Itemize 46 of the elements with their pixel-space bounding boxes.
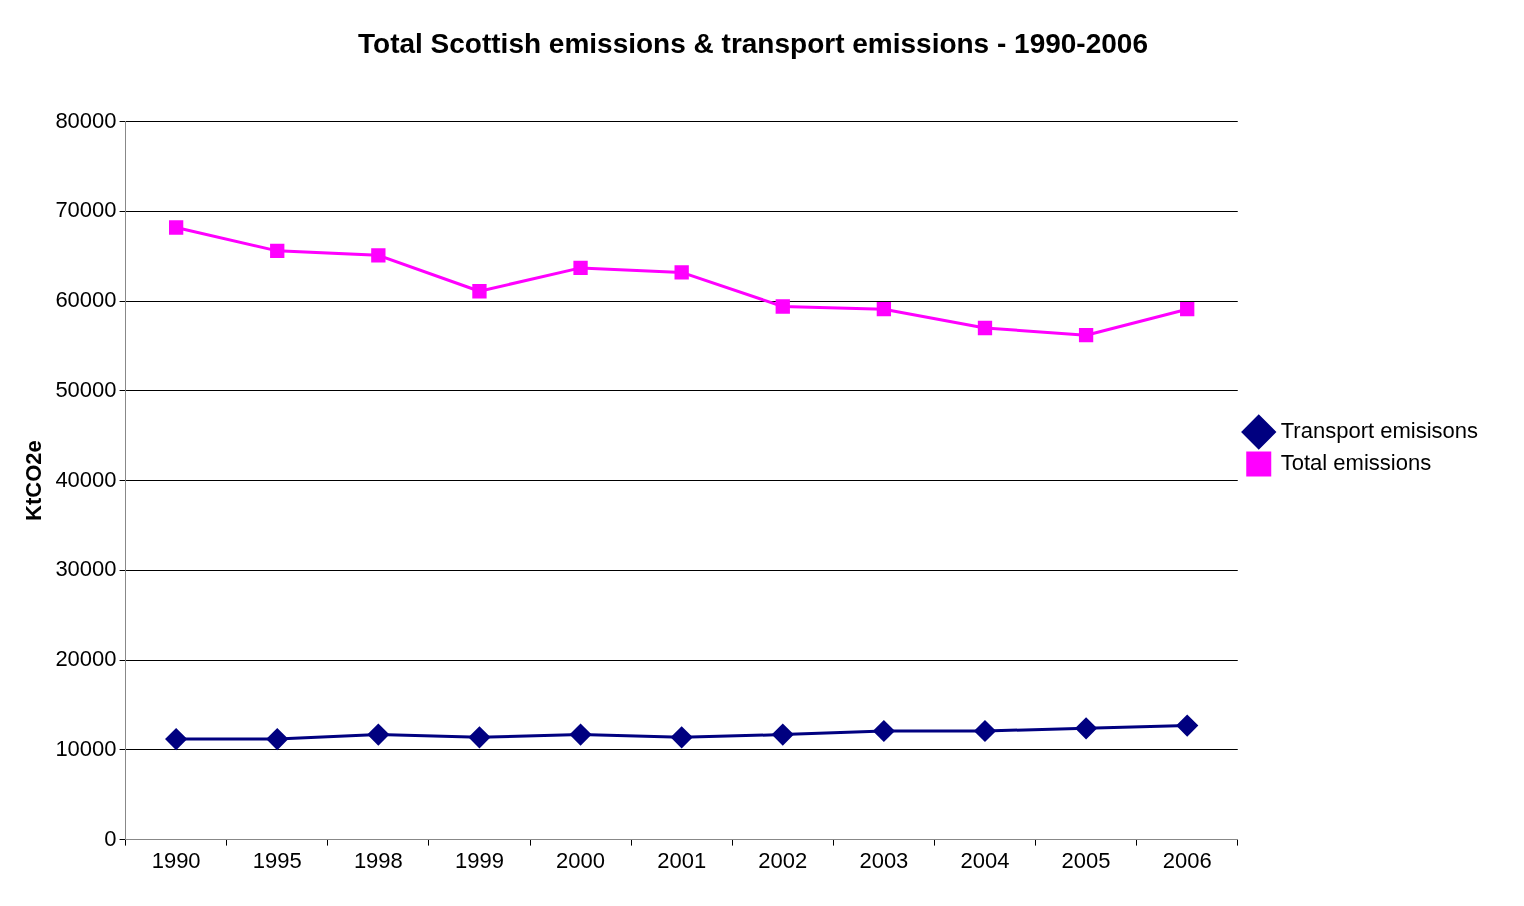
point	[1176, 715, 1198, 737]
x-tick-label: 2004	[960, 847, 1010, 873]
y-axis-title: KtCO2e	[21, 440, 47, 521]
x-tick-label: 2001	[657, 847, 707, 873]
y-tick-label: 30000	[55, 556, 117, 582]
legend-label: Transport emisisons	[1280, 418, 1478, 444]
point	[371, 248, 386, 263]
y-tick-label: 80000	[55, 107, 117, 133]
point	[873, 720, 895, 742]
y-tick-label: 70000	[55, 197, 117, 223]
chart-title: Total Scottish emissions & transport emissions - 1990-2006	[358, 27, 1148, 59]
point	[266, 728, 288, 750]
point	[671, 726, 693, 748]
point	[165, 728, 187, 750]
point	[1180, 302, 1195, 317]
point	[270, 243, 285, 258]
point	[570, 724, 592, 746]
point	[472, 284, 487, 299]
y-tick-label: 0	[104, 825, 117, 851]
x-tick-label: 1995	[252, 847, 302, 873]
legend-label: Total emissions	[1280, 450, 1432, 476]
point	[468, 726, 490, 748]
point	[876, 302, 892, 317]
y-tick-label: 20000	[55, 646, 117, 672]
x-tick-label: 2005	[1061, 847, 1111, 873]
point	[977, 320, 993, 336]
x-tick-label: 1999	[454, 847, 504, 873]
x-tick-label: 2002	[758, 847, 808, 873]
y-tick-label: 10000	[55, 735, 117, 761]
point	[1078, 328, 1094, 343]
x-tick-label: 2006	[1162, 847, 1212, 873]
y-tick-label: 50000	[55, 376, 117, 402]
point	[772, 724, 794, 746]
x-tick-label: 1998	[353, 847, 403, 873]
point	[674, 265, 689, 280]
point	[775, 299, 790, 314]
point	[1075, 717, 1097, 739]
y-tick-label: 60000	[55, 287, 117, 313]
point	[573, 260, 588, 276]
point	[974, 720, 996, 742]
x-tick-label: 2000	[556, 847, 606, 873]
y-tick-label: 40000	[55, 466, 117, 492]
point	[168, 220, 184, 235]
point	[367, 724, 389, 746]
x-tick-label: 2003	[859, 847, 909, 873]
x-tick-label: 1990	[151, 847, 201, 873]
